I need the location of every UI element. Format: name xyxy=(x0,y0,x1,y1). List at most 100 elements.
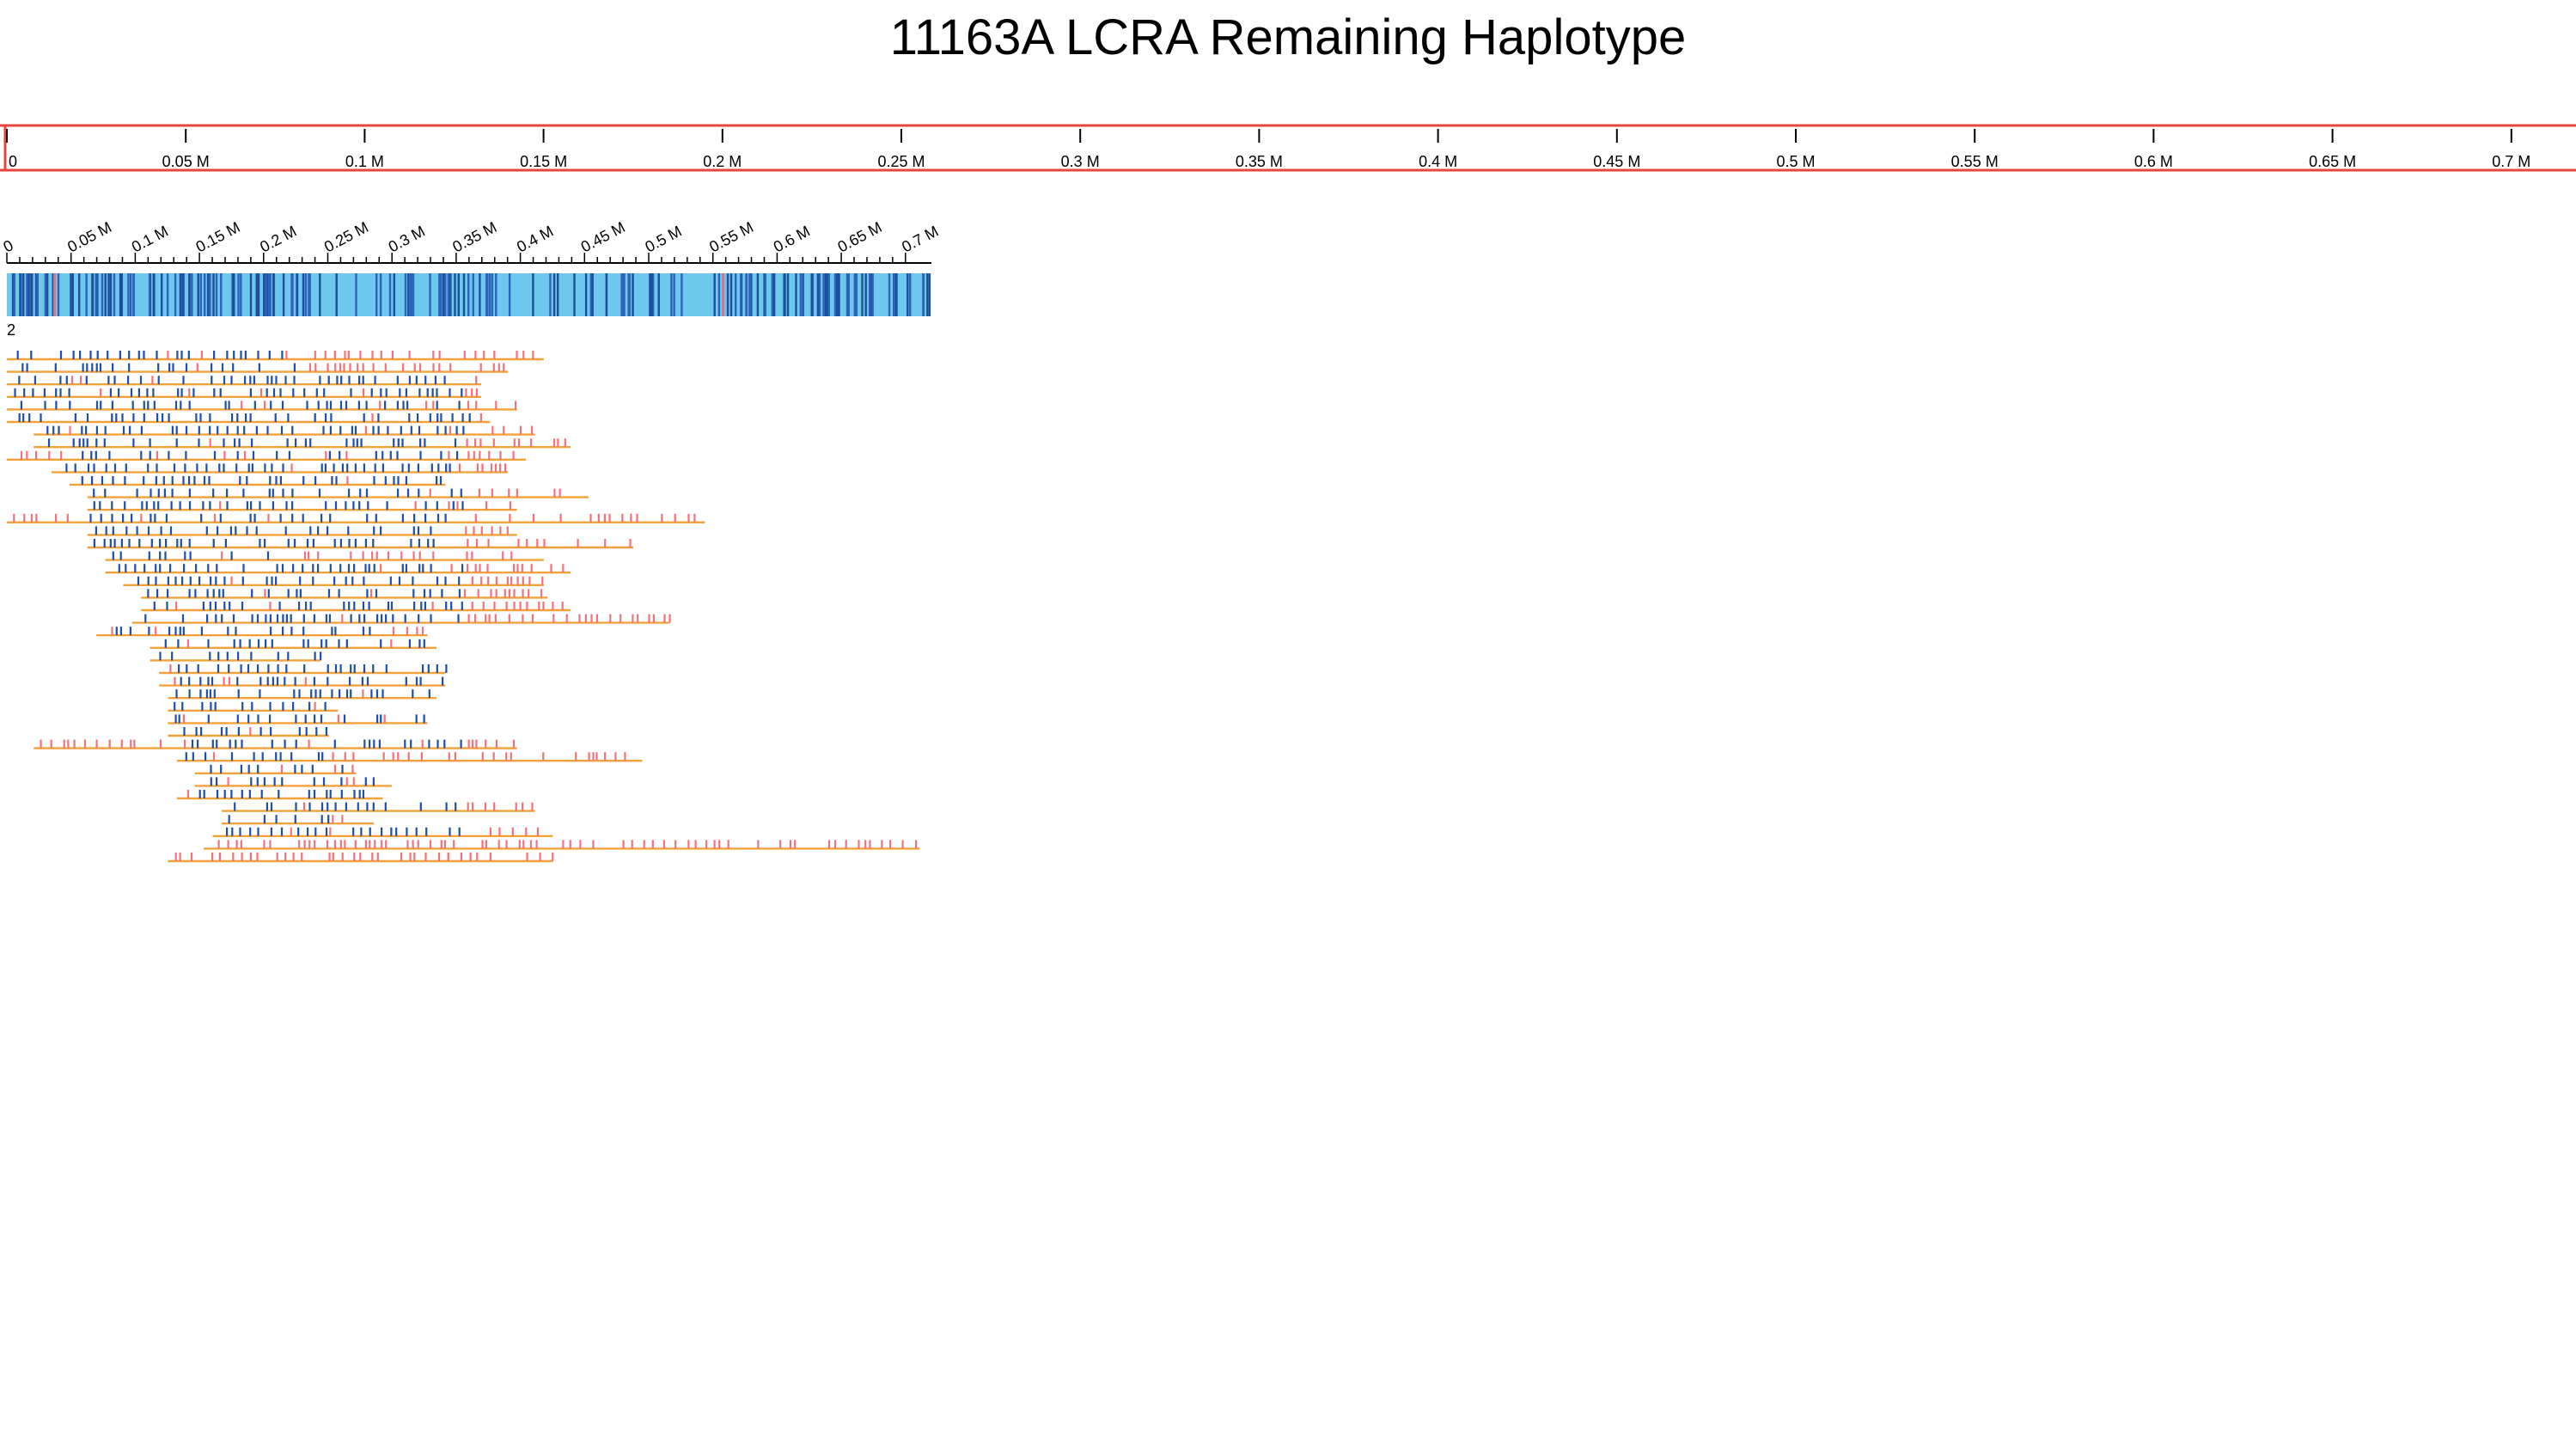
read-row[interactable] xyxy=(168,701,339,712)
variant-mark xyxy=(462,425,465,435)
read-row[interactable] xyxy=(87,539,634,549)
read-row[interactable] xyxy=(69,476,446,486)
variant-mark xyxy=(128,351,131,359)
read-row[interactable] xyxy=(176,790,383,800)
read-row[interactable] xyxy=(150,651,322,662)
variant-mark xyxy=(526,853,528,861)
read-row[interactable] xyxy=(7,376,481,386)
variant-mark xyxy=(284,739,286,749)
read-row[interactable] xyxy=(221,815,375,825)
variant-mark xyxy=(104,488,107,498)
variant-mark xyxy=(276,853,278,861)
read-row[interactable] xyxy=(168,727,329,737)
read-row[interactable] xyxy=(105,564,571,574)
read-row[interactable] xyxy=(221,802,535,812)
variant-mark xyxy=(643,840,645,849)
read-row[interactable] xyxy=(87,501,517,511)
variant-mark xyxy=(663,614,666,623)
variant-mark xyxy=(864,840,867,849)
variant-mark xyxy=(143,413,145,422)
variant-mark xyxy=(314,413,316,422)
read-row[interactable] xyxy=(159,676,446,687)
read-row[interactable] xyxy=(141,602,571,612)
variant-mark xyxy=(528,576,531,585)
top-ruler[interactable]: 0 0.05 M 0.1 M 0.15 M 0.2 M 0.25 M 0.3 M 0.35 M… xyxy=(0,124,2576,172)
reads-panel[interactable] xyxy=(7,351,920,863)
variant-mark xyxy=(889,840,892,849)
read-row[interactable] xyxy=(150,639,436,649)
variant-mark xyxy=(609,614,612,623)
read-row[interactable] xyxy=(168,714,428,724)
variant-mark xyxy=(375,450,377,460)
read-row[interactable] xyxy=(204,840,920,850)
read-row[interactable] xyxy=(168,689,436,700)
variant-mark xyxy=(345,400,348,410)
variant-mark xyxy=(216,564,218,573)
overview-axis-label: 0.3 M xyxy=(386,223,428,256)
read-row[interactable] xyxy=(34,739,517,749)
variant-mark xyxy=(365,400,368,410)
variant-mark xyxy=(449,463,451,473)
variant-mark xyxy=(363,739,366,749)
variant-mark xyxy=(306,539,309,547)
variant-mark xyxy=(321,752,324,761)
variant-mark xyxy=(150,539,153,547)
variant-mark xyxy=(352,438,355,448)
variant-mark xyxy=(138,539,141,547)
read-row[interactable] xyxy=(105,551,544,561)
variant-mark xyxy=(210,777,212,786)
variant-mark xyxy=(119,627,122,636)
variant-mark xyxy=(382,752,385,761)
variant-mark xyxy=(614,752,617,761)
variant-mark xyxy=(361,676,363,686)
variant-mark xyxy=(418,388,421,397)
variant-mark xyxy=(256,614,259,623)
variant-mark xyxy=(552,853,554,861)
variant-mark xyxy=(275,752,278,761)
read-row[interactable] xyxy=(7,388,481,398)
variant-mark xyxy=(377,425,380,435)
read-row[interactable] xyxy=(52,463,509,474)
read-row[interactable] xyxy=(34,425,535,436)
read-row[interactable] xyxy=(176,752,643,762)
read-row[interactable] xyxy=(7,413,491,424)
read-row[interactable] xyxy=(96,627,428,637)
variant-mark xyxy=(467,564,469,573)
variant-mark xyxy=(223,463,225,473)
overview-axis-label: 0.65 M xyxy=(835,218,885,255)
read-row[interactable] xyxy=(34,438,571,449)
variant-mark xyxy=(363,664,366,673)
read-row[interactable] xyxy=(7,513,705,523)
overview-track[interactable]: 0 0.05 M 0.1 M 0.15 M 0.2 M 0.25 M 0.3 M 0.35 M… xyxy=(0,218,941,339)
variant-mark xyxy=(449,827,451,836)
variant-mark xyxy=(257,664,259,673)
read-row[interactable] xyxy=(7,363,509,373)
variant-mark xyxy=(377,413,380,422)
variant-mark xyxy=(412,689,414,699)
read-row[interactable] xyxy=(168,853,554,863)
variant-mark xyxy=(386,501,388,511)
variant-mark xyxy=(287,413,290,422)
read-row[interactable] xyxy=(87,488,589,498)
read-row[interactable] xyxy=(87,526,517,536)
variant-mark xyxy=(286,438,289,448)
variant-mark xyxy=(55,513,58,523)
variant-mark xyxy=(432,351,435,359)
read-row[interactable] xyxy=(141,589,548,599)
read-row[interactable] xyxy=(159,664,448,675)
read-row[interactable] xyxy=(123,576,544,586)
read-row[interactable] xyxy=(131,614,671,624)
variant-mark xyxy=(132,413,135,422)
variant-mark xyxy=(552,614,555,623)
variant-mark xyxy=(420,602,423,610)
variant-mark xyxy=(67,739,70,749)
read-row[interactable] xyxy=(212,827,553,837)
read-row[interactable] xyxy=(7,351,544,361)
read-row[interactable] xyxy=(7,400,517,411)
read-row[interactable] xyxy=(7,450,527,461)
read-row[interactable] xyxy=(194,777,392,787)
overview-axis-label: 0.25 M xyxy=(321,218,371,255)
variant-mark xyxy=(227,777,229,786)
read-row[interactable] xyxy=(194,764,357,774)
